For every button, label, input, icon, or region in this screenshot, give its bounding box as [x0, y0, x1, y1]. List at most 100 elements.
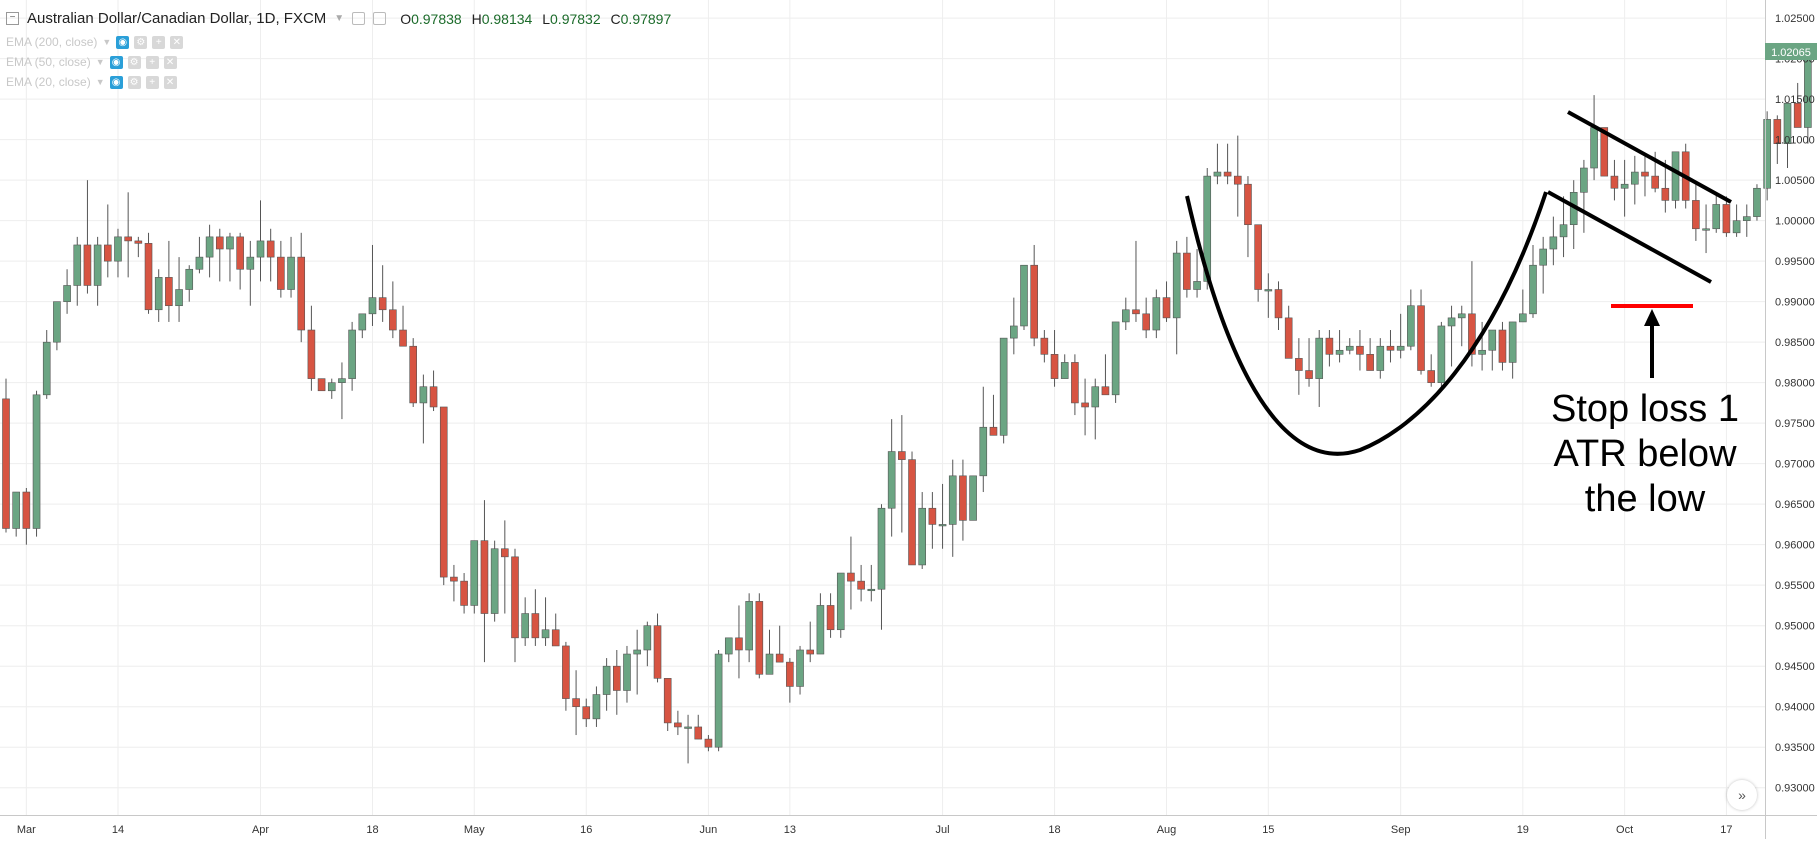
y-tick-label: 0.99000	[1775, 297, 1815, 309]
candle	[1549, 216, 1558, 266]
candle	[633, 629, 641, 695]
y-tick-label: 1.00000	[1775, 216, 1815, 228]
study-ema-50[interactable]: EMA (50, close) ▼ ◉ ⚙ + ✕	[6, 55, 177, 69]
gear-icon[interactable]: ⚙	[127, 55, 141, 69]
open-value: 0.97838	[411, 10, 462, 27]
candle	[928, 492, 937, 549]
candle	[592, 686, 601, 727]
x-tick-label: 15	[1262, 824, 1274, 836]
arrow-up-icon	[1644, 309, 1660, 326]
study-label[interactable]: EMA (20, close)	[6, 75, 91, 89]
y-tick-label: 0.93500	[1775, 742, 1815, 754]
candle	[1152, 289, 1161, 339]
close-icon[interactable]: ✕	[170, 35, 184, 49]
candle	[836, 572, 845, 638]
candle	[185, 265, 194, 302]
candle	[490, 540, 499, 622]
gear-icon[interactable]	[373, 12, 387, 25]
study-ema-20[interactable]: EMA (20, close) ▼ ◉ ⚙ + ✕	[6, 75, 177, 89]
candle	[1437, 321, 1446, 387]
candle	[1264, 273, 1273, 318]
candle	[409, 338, 418, 407]
eye-icon[interactable]: ◉	[109, 75, 123, 89]
candle	[1295, 338, 1303, 395]
candle	[165, 240, 173, 322]
more-icon[interactable]: +	[145, 75, 159, 89]
candle	[1020, 264, 1028, 331]
candle	[1569, 180, 1578, 250]
candle	[1030, 244, 1038, 347]
candle	[1712, 192, 1721, 233]
candle	[1305, 338, 1313, 387]
x-tick-label: May	[464, 824, 485, 836]
candle	[1050, 330, 1059, 387]
eye-icon[interactable]	[352, 12, 366, 25]
candle	[195, 236, 204, 274]
y-tick-label: 0.94000	[1775, 702, 1815, 714]
close-icon[interactable]: ✕	[163, 75, 177, 89]
study-label[interactable]: EMA (50, close)	[6, 55, 91, 69]
collapse-icon[interactable]: −	[6, 12, 19, 25]
candle	[562, 641, 570, 711]
candle	[22, 487, 31, 545]
x-tick-label: Jul	[936, 824, 950, 836]
candle	[521, 597, 529, 646]
candle	[1091, 378, 1100, 440]
candle	[358, 313, 367, 339]
candle	[1233, 135, 1242, 217]
candle	[826, 593, 835, 638]
chevron-down-icon[interactable]: ▼	[95, 57, 105, 67]
gear-icon[interactable]: ⚙	[134, 35, 148, 49]
candle	[1386, 330, 1395, 363]
candle	[236, 232, 244, 290]
chevron-down-icon[interactable]: ▼	[334, 13, 345, 24]
x-tick-label: Sep	[1391, 824, 1411, 836]
candle	[1702, 204, 1710, 254]
study-label[interactable]: EMA (200, close)	[6, 35, 98, 49]
candle	[674, 710, 682, 736]
gear-icon[interactable]: ⚙	[127, 75, 141, 89]
candle	[1071, 354, 1079, 416]
symbol-title[interactable]: Australian Dollar/Canadian Dollar, 1D, F…	[27, 10, 327, 27]
y-tick-label: 1.00500	[1775, 175, 1815, 187]
candle	[124, 192, 132, 278]
candle	[1101, 354, 1110, 396]
close-label: C	[610, 10, 621, 27]
candle	[735, 605, 743, 679]
candle	[806, 621, 815, 663]
candle	[144, 232, 153, 314]
chevron-down-icon[interactable]: ▼	[102, 37, 112, 47]
eye-icon[interactable]: ◉	[116, 35, 130, 49]
cup-curve-drawing	[1185, 191, 1548, 456]
candle	[511, 548, 519, 663]
x-tick-label: 19	[1517, 824, 1529, 836]
more-icon[interactable]: +	[145, 55, 159, 69]
candle	[999, 337, 1008, 444]
candle	[1407, 289, 1415, 351]
eye-icon[interactable]: ◉	[109, 55, 123, 69]
chevron-down-icon[interactable]: ▼	[95, 77, 105, 87]
candle	[1356, 330, 1364, 371]
candle	[460, 573, 468, 614]
candle	[745, 593, 753, 663]
candle	[1162, 281, 1171, 322]
candle	[908, 451, 916, 566]
scroll-to-realtime-button[interactable]: »	[1727, 780, 1757, 810]
candle	[1488, 329, 1497, 371]
candle	[1793, 82, 1802, 128]
candle	[877, 504, 886, 630]
study-ema-200[interactable]: EMA (200, close) ▼ ◉ ⚙ + ✕	[6, 35, 184, 49]
y-tick-label: 0.96000	[1775, 540, 1815, 552]
more-icon[interactable]: +	[152, 35, 166, 49]
candle	[83, 180, 92, 294]
candle	[1671, 151, 1680, 209]
candle	[1010, 297, 1018, 355]
candle	[1600, 127, 1609, 177]
candle	[205, 224, 214, 278]
close-icon[interactable]: ✕	[163, 55, 177, 69]
candle	[368, 244, 377, 326]
candle	[226, 232, 234, 282]
